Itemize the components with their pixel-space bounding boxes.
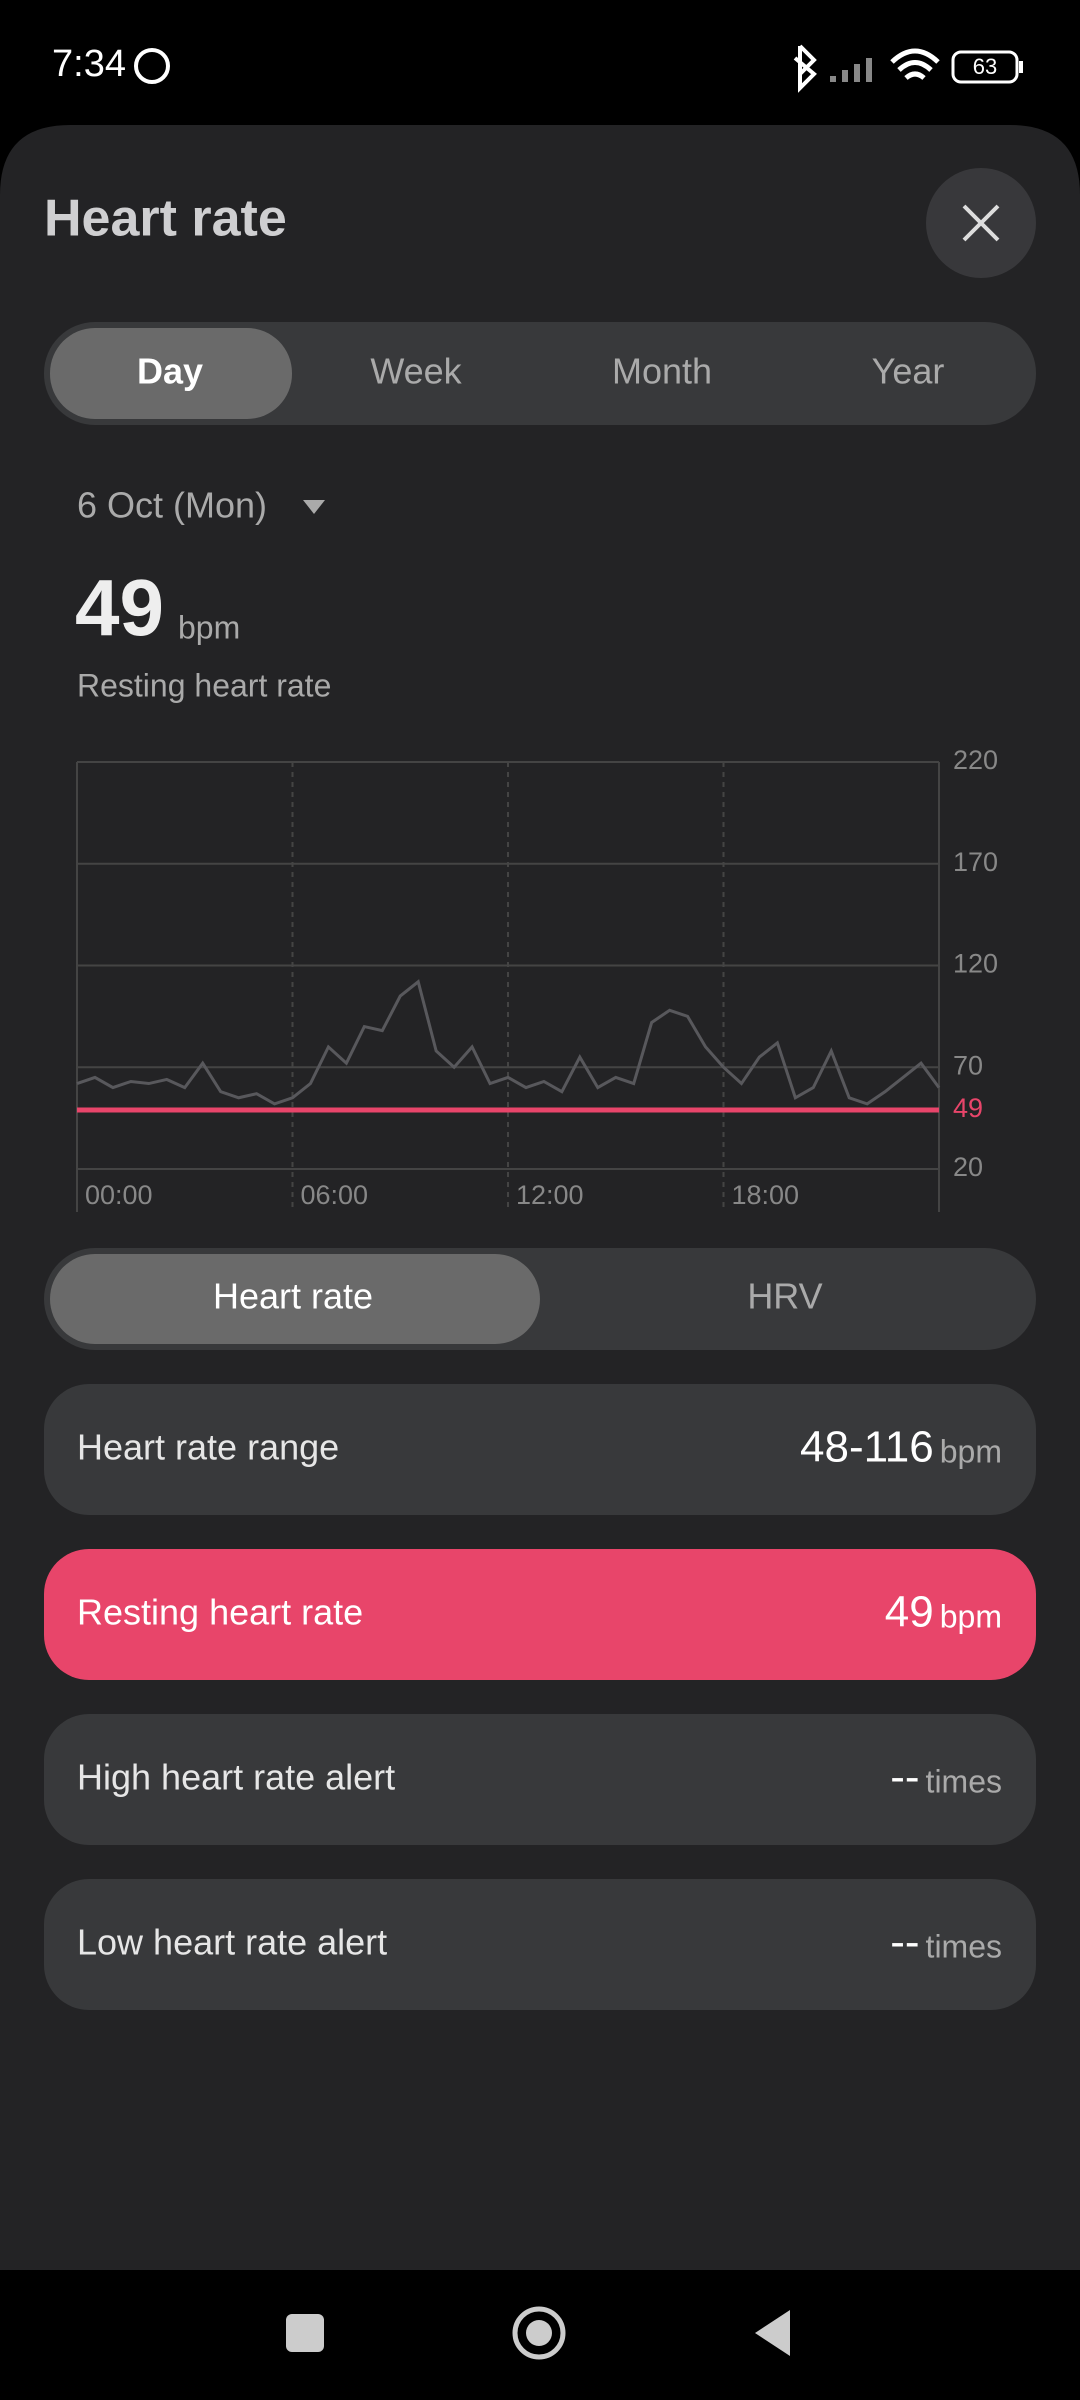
y-tick-label: 170 <box>953 847 998 877</box>
toggle-active <box>50 1254 540 1344</box>
battery-tip <box>1019 61 1023 73</box>
stat-unit: bpm <box>940 1433 1002 1469</box>
nav-back[interactable] <box>755 2310 790 2356</box>
stat-value: -- <box>890 1753 919 1802</box>
summary-value: 49 <box>75 563 164 652</box>
y-tick-label: 20 <box>953 1152 983 1182</box>
status-time: 7:34 <box>52 43 126 85</box>
toggle-option[interactable]: HRV <box>747 1276 822 1317</box>
stat-label: Heart rate range <box>77 1427 339 1468</box>
tab[interactable]: Year <box>872 351 945 392</box>
signal-icon <box>830 58 872 82</box>
nav-home[interactable] <box>512 2306 566 2360</box>
x-tick-label: 00:00 <box>85 1180 153 1210</box>
summary-label: Resting heart rate <box>77 667 331 703</box>
tab-active <box>50 328 292 419</box>
nav-home-dot <box>526 2320 552 2346</box>
dropdown-arrow <box>303 500 325 514</box>
stat-card[interactable] <box>44 1549 1036 1680</box>
bluetooth-icon <box>793 44 817 93</box>
y-tick-label: 220 <box>953 745 998 775</box>
x-tick-label: 18:00 <box>732 1180 800 1210</box>
x-tick-label: 06:00 <box>301 1180 369 1210</box>
stat-value: 48-116 <box>800 1423 934 1472</box>
tab[interactable]: Day <box>137 351 203 392</box>
battery-level: 63 <box>973 54 997 79</box>
heart-rate-line <box>76 979 941 1106</box>
wifi-icon <box>890 48 940 80</box>
date-selector[interactable]: 6 Oct (Mon) <box>77 485 267 526</box>
chart: 20 70 120 170 220 00:00 06:00 12:00 18:00 49 <box>76 745 998 1212</box>
y-tick-label: 70 <box>953 1050 983 1080</box>
x-tick-label: 12:00 <box>516 1180 584 1210</box>
stat-value: 49 <box>885 1588 934 1637</box>
page-title: Heart rate <box>44 190 287 248</box>
stat-unit: times <box>926 1928 1002 1964</box>
stat-label: Low heart rate alert <box>77 1922 387 1963</box>
stat-card[interactable] <box>44 1384 1036 1515</box>
battery-icon <box>951 50 1019 84</box>
stat-unit: bpm <box>940 1598 1002 1634</box>
tab[interactable]: Month <box>612 351 712 392</box>
summary-unit: bpm <box>178 609 240 645</box>
stat-card[interactable] <box>44 1879 1036 2010</box>
close-icon <box>962 204 1000 242</box>
stat-unit: times <box>926 1763 1002 1799</box>
y-tick-label: 120 <box>953 949 998 979</box>
alarm-icon <box>134 48 170 84</box>
stat-card[interactable] <box>44 1714 1036 1845</box>
stat-label: Resting heart rate <box>77 1592 363 1633</box>
stat-label: High heart rate alert <box>77 1757 395 1798</box>
toggle-option[interactable]: Heart rate <box>213 1276 373 1317</box>
tab-bar <box>44 322 1036 425</box>
stat-value: -- <box>890 1918 919 1967</box>
tab[interactable]: Week <box>370 351 462 392</box>
resting-line-label: 49 <box>953 1093 983 1123</box>
nav-recents[interactable] <box>286 2314 324 2352</box>
